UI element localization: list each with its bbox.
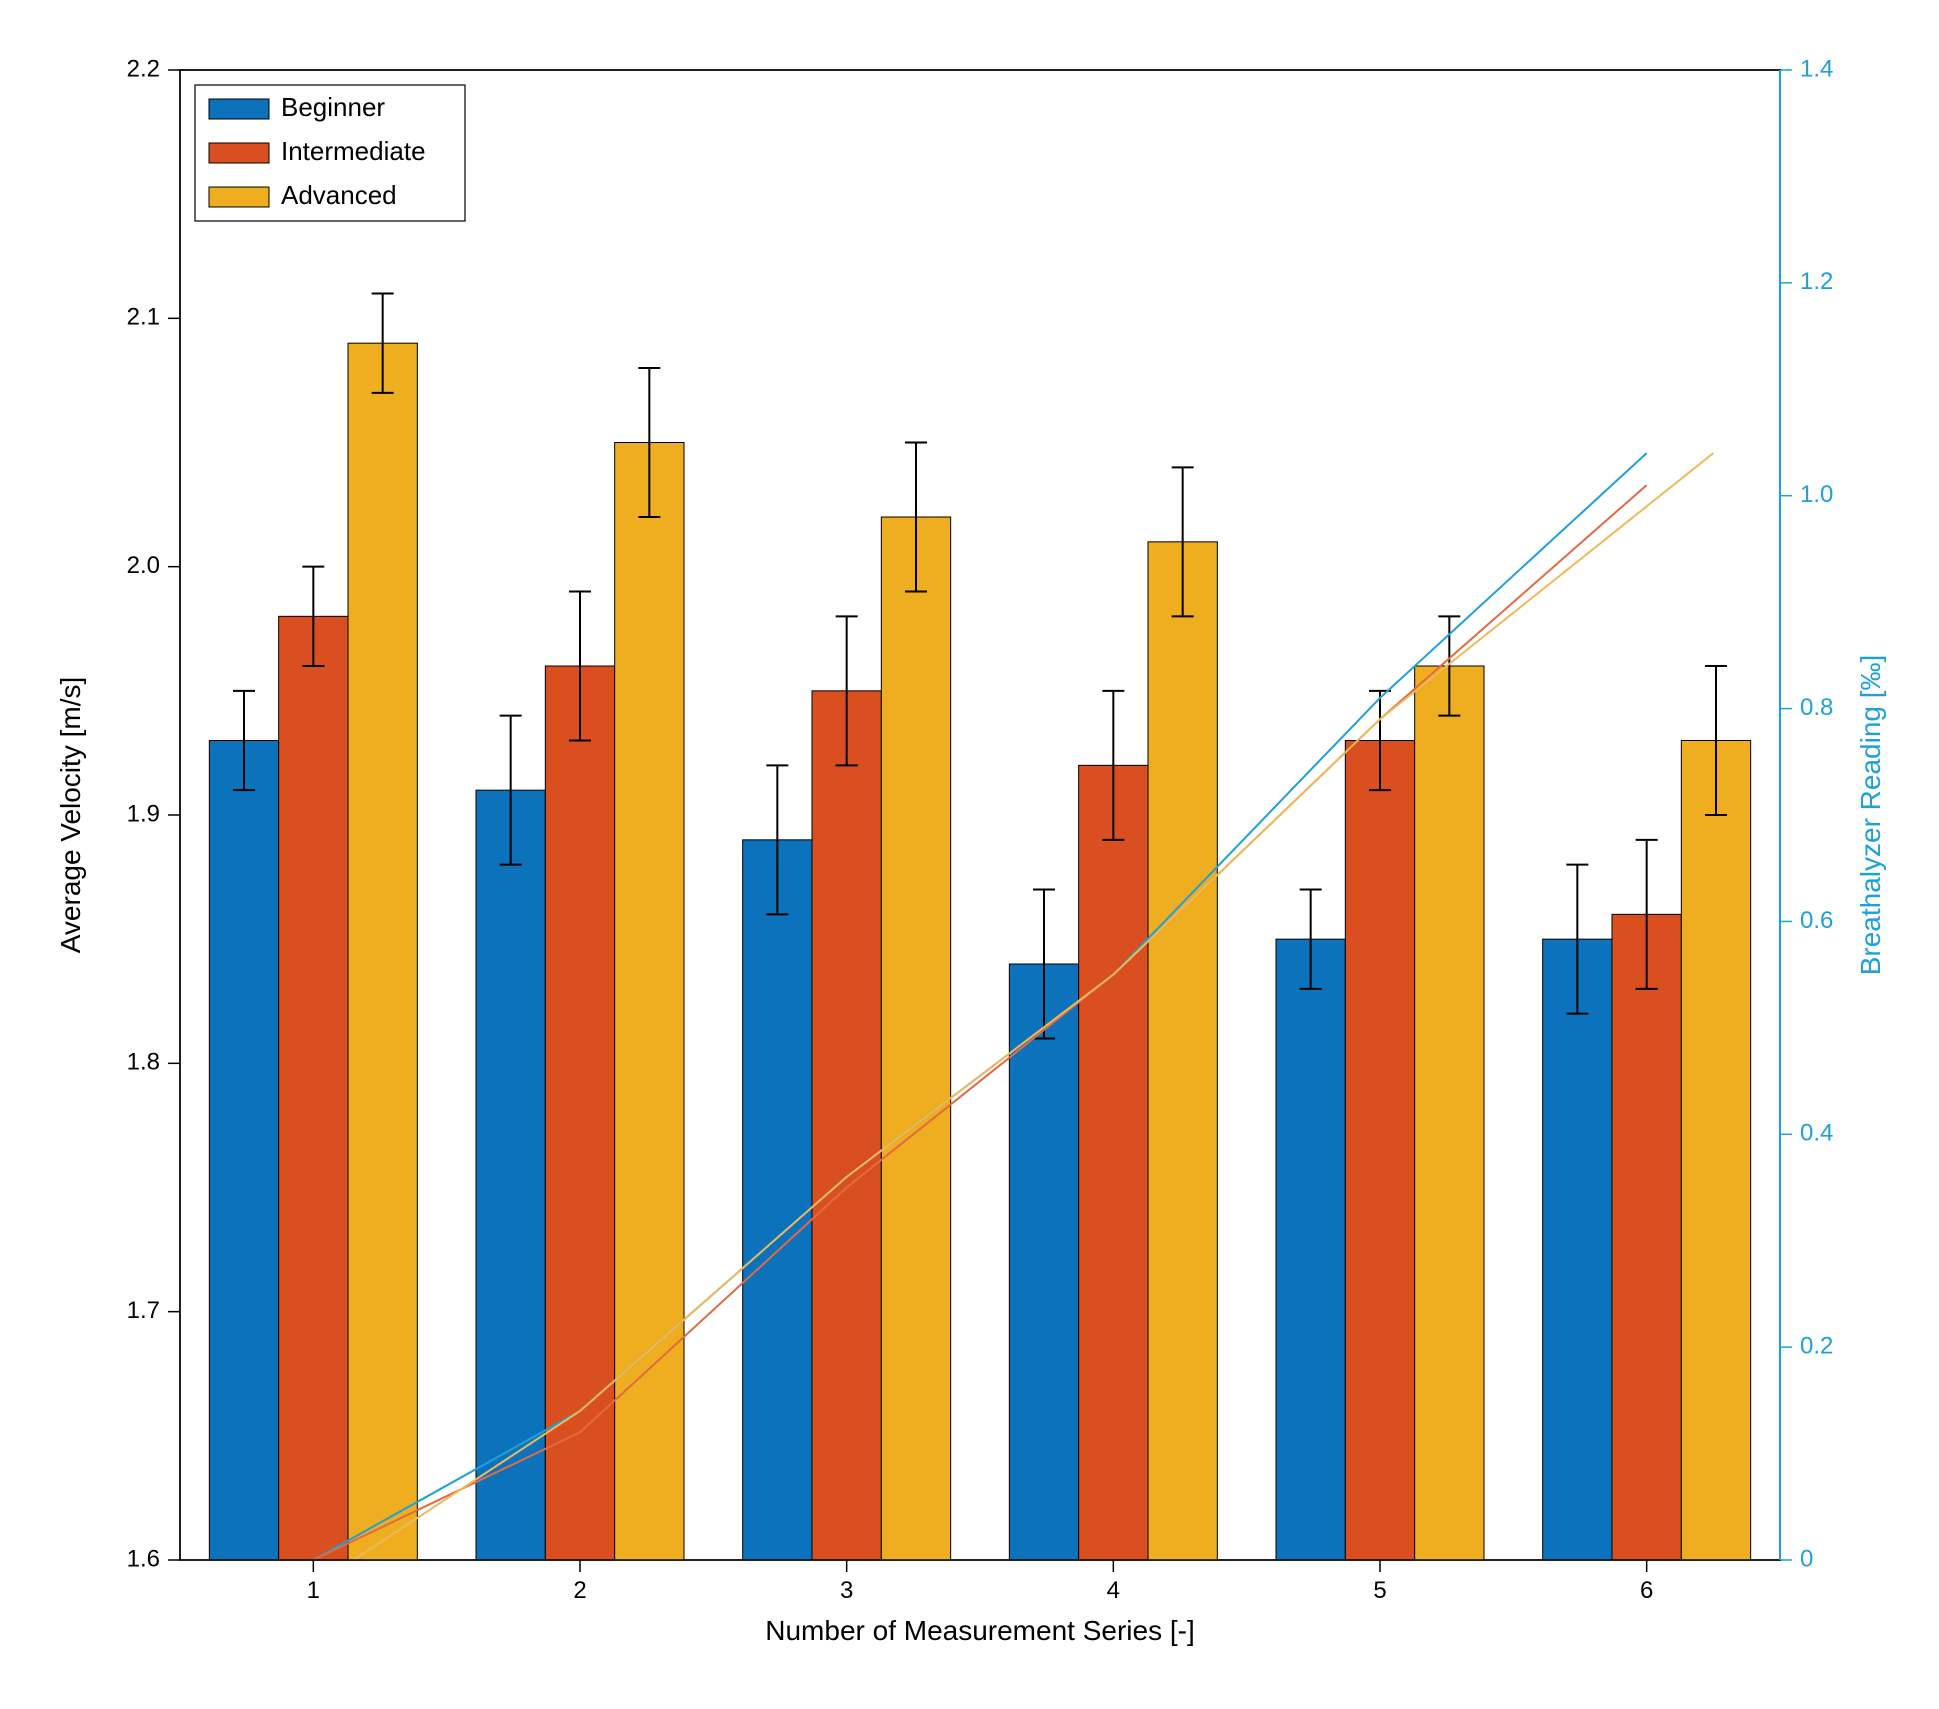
- bar: [812, 691, 881, 1560]
- bar: [615, 443, 684, 1561]
- legend-label: Beginner: [281, 92, 385, 122]
- legend-label: Advanced: [281, 180, 397, 210]
- y-right-tick-label: 0.2: [1800, 1332, 1833, 1359]
- y-left-tick-label: 2.1: [127, 304, 160, 331]
- bar: [1543, 939, 1612, 1560]
- x-tick-label: 4: [1107, 1577, 1120, 1604]
- bar: [1276, 939, 1345, 1560]
- x-tick-label: 6: [1640, 1577, 1653, 1604]
- y-left-tick-label: 1.8: [127, 1049, 160, 1076]
- x-tick-label: 5: [1373, 1577, 1386, 1604]
- y-left-axis-label: Average Velocity [m/s]: [55, 677, 86, 954]
- x-tick-label: 2: [573, 1577, 586, 1604]
- x-tick-label: 1: [307, 1577, 320, 1604]
- bar: [476, 790, 545, 1560]
- y-right-tick-label: 1.0: [1800, 481, 1833, 508]
- bar: [348, 343, 417, 1560]
- bar: [279, 616, 348, 1560]
- y-right-tick-label: 0.8: [1800, 694, 1833, 721]
- legend: Beginner Intermediate Advanced: [195, 85, 465, 221]
- y-left-tick-label: 1.9: [127, 800, 160, 827]
- y-right-tick-label: 0: [1800, 1545, 1813, 1572]
- bar: [1612, 914, 1681, 1560]
- bar: [743, 840, 812, 1560]
- y-right-axis-label: Breathalyzer Reading [‰]: [1855, 655, 1886, 976]
- y-left-tick-label: 1.6: [127, 1545, 160, 1572]
- x-tick-label: 3: [840, 1577, 853, 1604]
- y-right-tick-label: 1.4: [1800, 55, 1833, 82]
- bar: [1148, 542, 1217, 1560]
- chart-container: 1.6 1.7 1.8 1.9 2.0 2.1 2.2 0 0.2 0.4 0.6 0.8 1.0 1.2…: [0, 0, 1939, 1709]
- y-left-tick-label: 2.2: [127, 55, 160, 82]
- bar: [1415, 666, 1484, 1560]
- y-left-tick-label: 1.7: [127, 1297, 160, 1324]
- bar: [1009, 964, 1078, 1560]
- x-axis-label: Number of Measurement Series [-]: [765, 1615, 1195, 1646]
- bar: [1345, 741, 1414, 1561]
- plot-area: [180, 70, 1780, 1560]
- y-left-tick-label: 2.0: [127, 552, 160, 579]
- y-right-tick-label: 1.2: [1800, 268, 1833, 295]
- grouped-bar-chart: 1.6 1.7 1.8 1.9 2.0 2.1 2.2 0 0.2 0.4 0.6 0.8 1.0 1.2…: [0, 0, 1939, 1709]
- bar: [209, 741, 278, 1561]
- legend-label: Intermediate: [281, 136, 426, 166]
- bar: [1079, 765, 1148, 1560]
- bar: [1681, 741, 1750, 1561]
- y-right-tick-label: 0.4: [1800, 1120, 1833, 1147]
- bar: [881, 517, 950, 1560]
- y-right-tick-label: 0.6: [1800, 907, 1833, 934]
